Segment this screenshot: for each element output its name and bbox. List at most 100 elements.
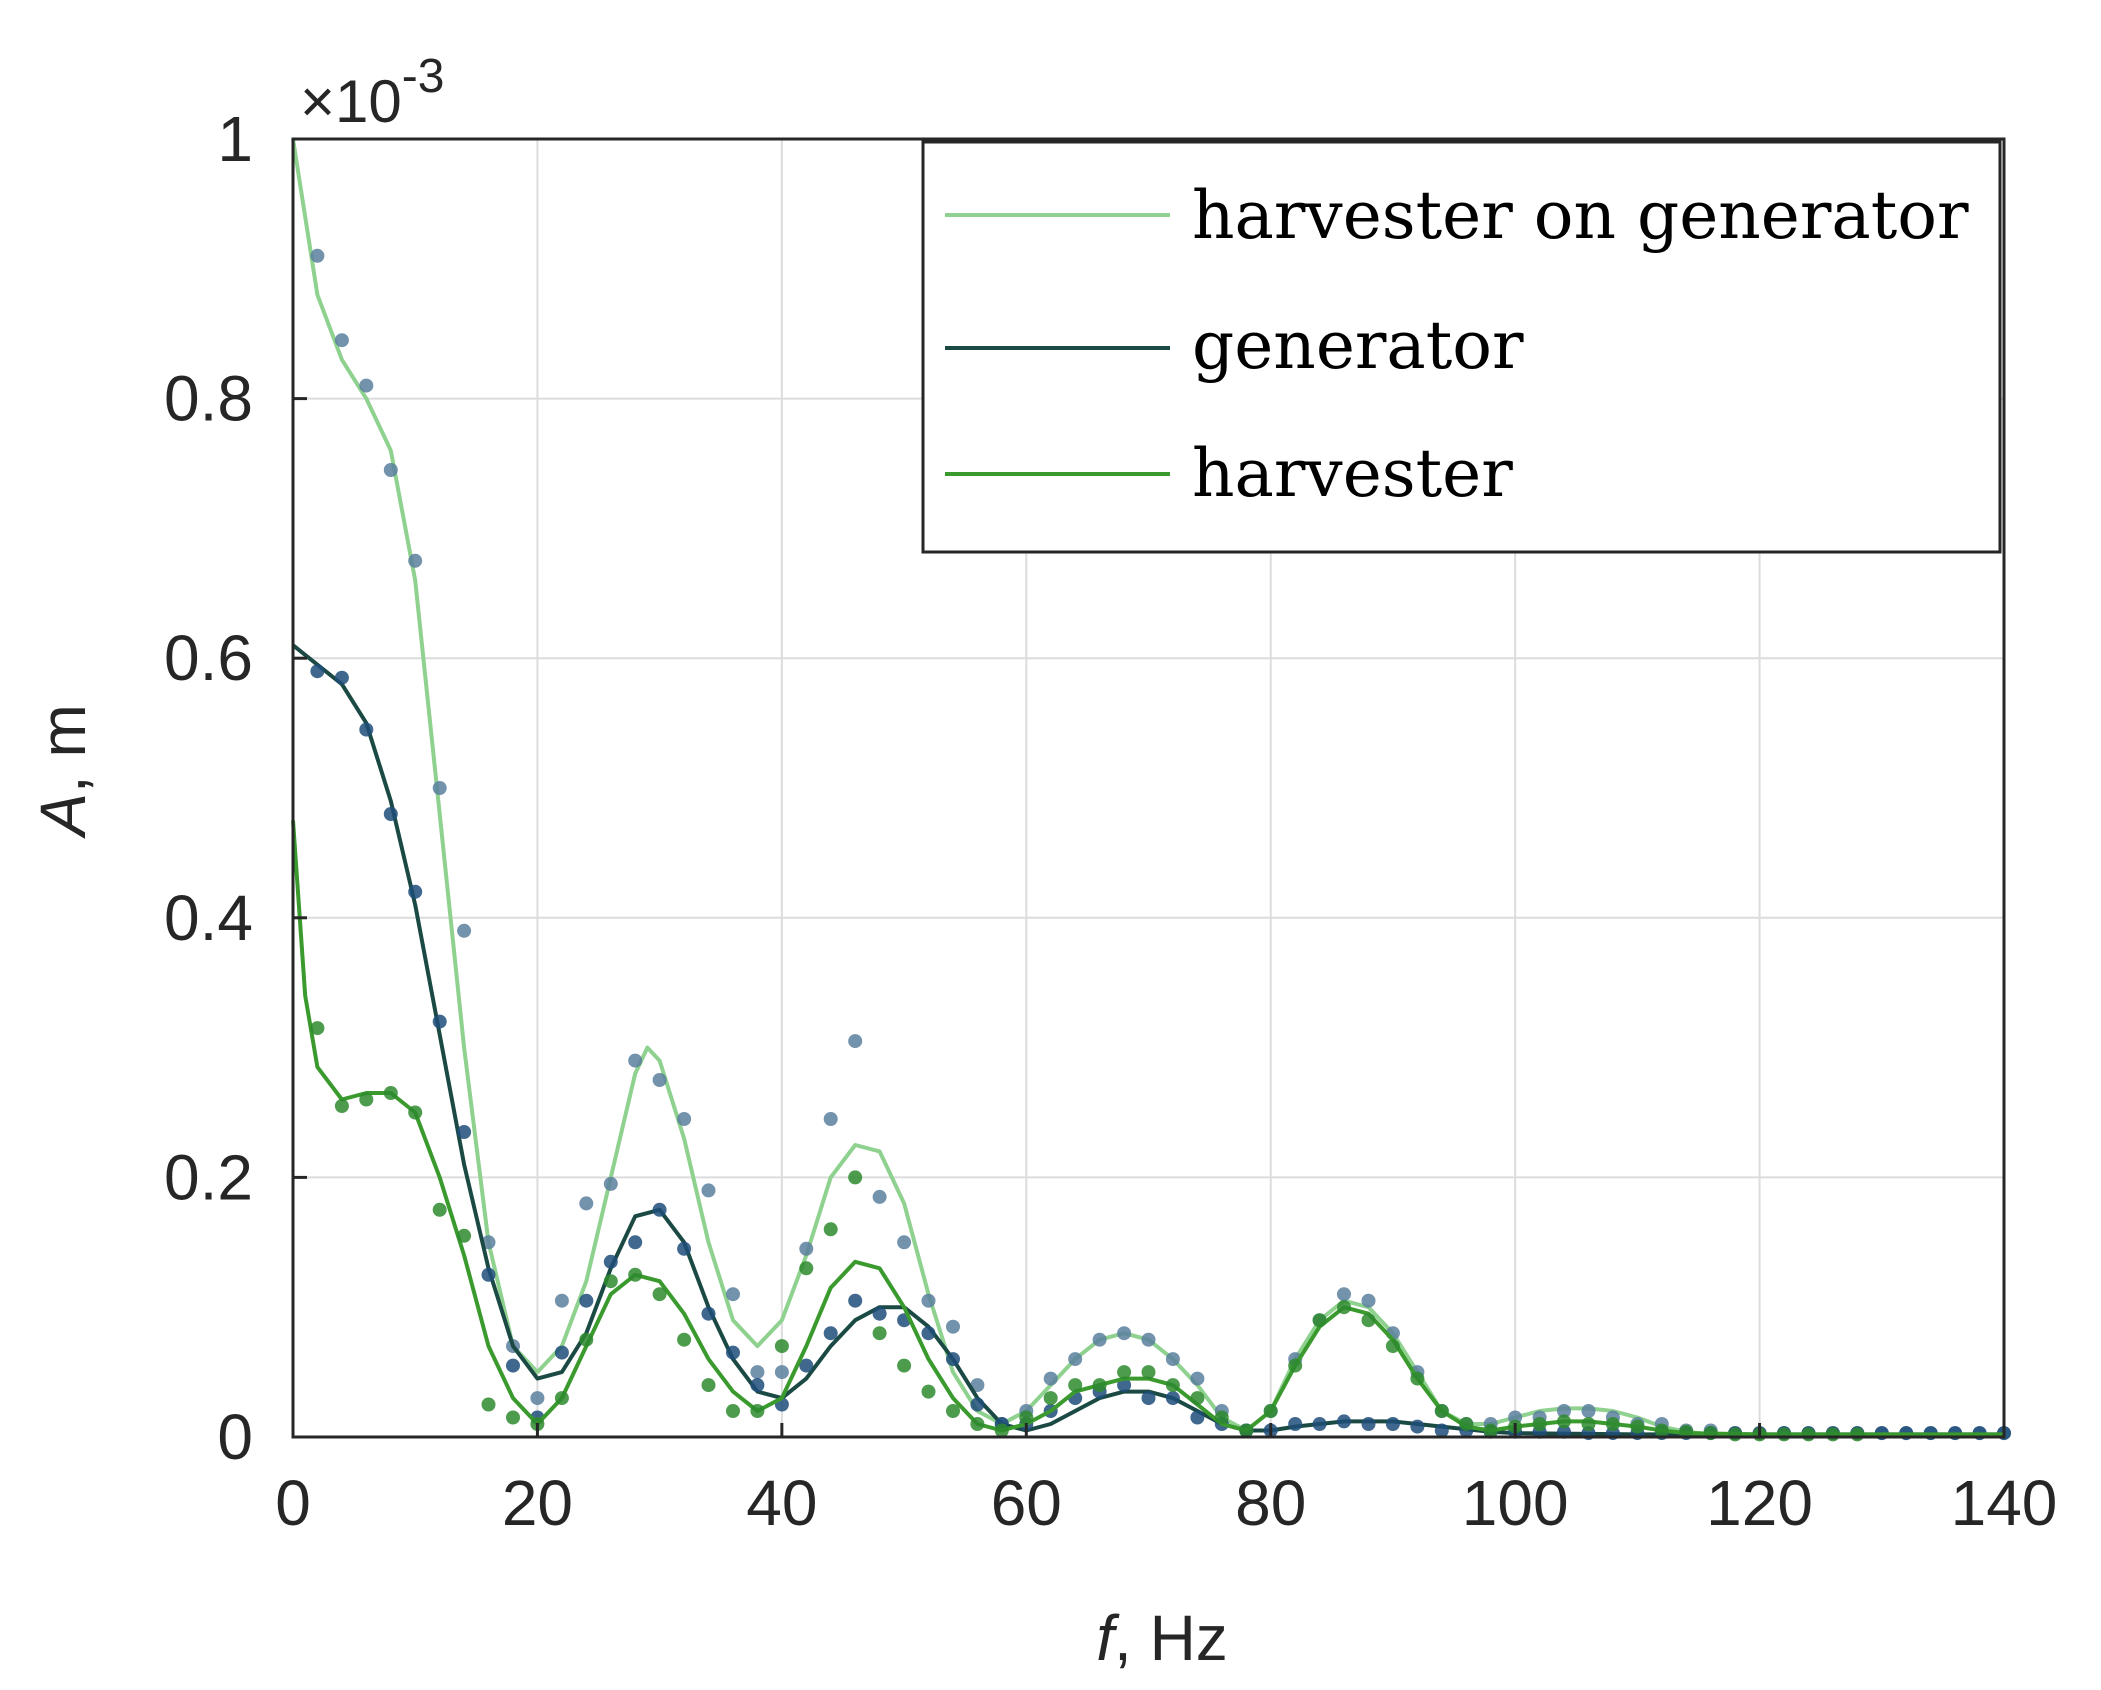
data-point-harvester-on-generator xyxy=(408,553,423,568)
data-point-generator xyxy=(921,1326,936,1341)
data-point-harvester xyxy=(1092,1378,1107,1393)
data-point-harvester xyxy=(1825,1427,1840,1442)
data-point-harvester-on-generator xyxy=(1043,1371,1058,1386)
data-point-harvester xyxy=(921,1384,936,1399)
data-point-harvester-on-generator xyxy=(872,1189,887,1204)
data-point-generator xyxy=(750,1378,765,1393)
data-point-generator xyxy=(652,1202,667,1217)
data-point-harvester-on-generator xyxy=(310,248,325,263)
data-point-harvester-on-generator xyxy=(1337,1287,1351,1302)
data-point-harvester-on-generator xyxy=(726,1287,740,1302)
data-point-harvester xyxy=(1801,1427,1816,1442)
data-point-generator xyxy=(334,670,349,685)
data-point-harvester-on-generator xyxy=(921,1293,936,1308)
plot-frame xyxy=(291,137,2006,1439)
x-tick-label: 60 xyxy=(991,1467,1062,1539)
data-point-generator xyxy=(799,1358,814,1373)
data-point-harvester xyxy=(1483,1423,1498,1438)
data-point-harvester xyxy=(1679,1424,1694,1439)
data-point-generator xyxy=(603,1254,618,1269)
data-point-generator xyxy=(579,1293,594,1308)
data-point-harvester xyxy=(701,1378,716,1393)
data-point-harvester xyxy=(579,1332,594,1347)
data-point-harvester-on-generator xyxy=(334,333,349,348)
data-point-generator xyxy=(1312,1417,1327,1431)
y-multiplier: ×10-3 xyxy=(300,50,444,135)
data-point-harvester xyxy=(994,1423,1009,1438)
data-point-harvester-on-generator xyxy=(1141,1332,1156,1347)
x-tick-label: 140 xyxy=(1951,1467,2058,1539)
data-point-generator xyxy=(726,1345,740,1360)
data-point-harvester xyxy=(457,1228,472,1243)
data-point-harvester xyxy=(1605,1417,1620,1431)
data-point-generator xyxy=(1385,1417,1400,1431)
data-point-harvester-on-generator xyxy=(1165,1352,1180,1367)
data-point-harvester-on-generator xyxy=(1117,1326,1132,1341)
data-point-generator xyxy=(823,1326,838,1341)
data-point-harvester xyxy=(970,1417,985,1431)
x-tick-label: 120 xyxy=(1706,1467,1813,1539)
data-point-harvester xyxy=(1410,1371,1425,1386)
legend-label-harvester: harvester xyxy=(1192,435,1513,512)
data-point-harvester-on-generator xyxy=(897,1235,912,1250)
data-point-harvester xyxy=(1581,1417,1596,1431)
data-point-harvester xyxy=(554,1391,569,1406)
data-point-harvester xyxy=(1288,1358,1303,1373)
data-point-harvester xyxy=(481,1397,496,1412)
data-point-harvester xyxy=(383,1086,398,1100)
data-point-harvester-on-generator xyxy=(1361,1293,1376,1308)
data-point-harvester-on-generator xyxy=(701,1183,716,1198)
data-point-harvester xyxy=(897,1358,912,1373)
y-tick-label: 0.4 xyxy=(164,882,253,954)
y-tick-label: 0.6 xyxy=(164,622,253,694)
data-point-harvester xyxy=(677,1332,692,1347)
data-point-harvester xyxy=(1557,1414,1571,1429)
data-point-harvester xyxy=(334,1099,349,1113)
x-tick-label: 0 xyxy=(275,1467,311,1539)
data-point-harvester-on-generator xyxy=(1190,1371,1205,1386)
data-point-harvester xyxy=(408,1105,423,1120)
data-point-harvester xyxy=(774,1339,789,1354)
data-point-generator xyxy=(359,722,374,737)
data-point-harvester xyxy=(799,1261,814,1276)
x-tick-label: 20 xyxy=(502,1467,573,1539)
legend-label-harvester-on-generator: harvester on generator xyxy=(1192,177,1969,254)
data-point-harvester xyxy=(1165,1378,1180,1393)
data-point-generator xyxy=(457,1125,472,1139)
y-tick-label: 1 xyxy=(217,103,253,175)
legend-label-generator: generator xyxy=(1192,307,1524,384)
data-point-harvester xyxy=(1312,1313,1327,1328)
data-point-harvester xyxy=(726,1404,740,1418)
data-point-generator xyxy=(383,807,398,821)
data-point-harvester xyxy=(1117,1365,1132,1380)
data-point-harvester-on-generator xyxy=(383,463,398,477)
data-point-harvester xyxy=(1777,1427,1791,1442)
data-point-harvester-on-generator xyxy=(530,1391,545,1406)
data-point-harvester-on-generator xyxy=(1557,1404,1571,1418)
data-point-harvester xyxy=(1337,1300,1351,1315)
data-point-harvester-on-generator xyxy=(750,1365,765,1380)
data-point-generator xyxy=(408,884,423,899)
data-point-generator xyxy=(554,1345,569,1360)
x-tick-label: 100 xyxy=(1462,1467,1569,1539)
y-tick-label: 0 xyxy=(217,1401,253,1473)
data-point-harvester xyxy=(628,1267,643,1282)
data-point-harvester-on-generator xyxy=(579,1196,594,1211)
data-point-generator xyxy=(872,1306,887,1321)
data-point-generator xyxy=(1434,1423,1449,1438)
y-tick-label: 0.2 xyxy=(164,1141,253,1213)
data-point-generator xyxy=(628,1235,643,1250)
x-axis-label: f, Hz xyxy=(1096,1602,1228,1674)
data-point-harvester-on-generator xyxy=(1581,1404,1596,1418)
data-point-harvester-on-generator xyxy=(970,1378,985,1393)
data-point-harvester xyxy=(1361,1313,1376,1328)
data-point-harvester-on-generator xyxy=(603,1176,618,1191)
data-point-generator xyxy=(701,1306,716,1321)
data-point-harvester-on-generator xyxy=(677,1112,692,1126)
data-point-harvester xyxy=(946,1404,960,1418)
series-harvester xyxy=(291,820,2004,1442)
data-point-harvester-on-generator xyxy=(946,1319,960,1334)
data-point-generator xyxy=(848,1293,863,1308)
data-point-generator xyxy=(506,1358,520,1373)
data-point-generator xyxy=(1117,1378,1132,1393)
